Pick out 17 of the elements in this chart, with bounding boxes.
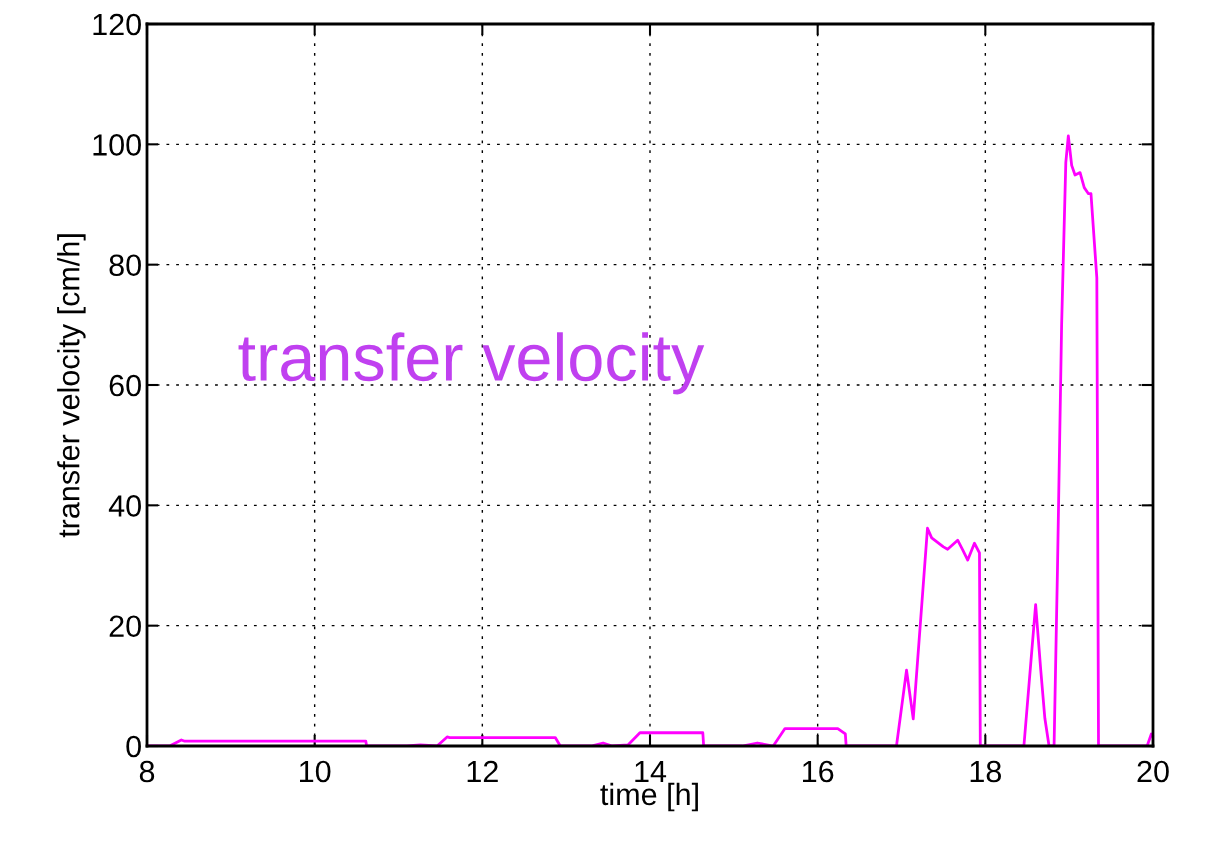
y-tick-label: 60 [109, 374, 141, 397]
x-tick-label: 8 [139, 760, 155, 783]
y-tick-label: 120 [93, 13, 141, 36]
x-tick-label: 10 [300, 760, 331, 783]
x-tick-label: 18 [970, 760, 1001, 783]
x-axis-title: time [h] [600, 782, 698, 812]
annotation: transfer velocity [238, 332, 705, 395]
x-tick-label: 12 [467, 760, 498, 783]
y-tick-label: 80 [109, 254, 141, 277]
y-tick-label: 100 [93, 134, 141, 156]
x-tick-label: 20 [1137, 760, 1169, 783]
y-tick-label: 20 [109, 615, 141, 638]
x-tick-label: 14 [635, 761, 667, 783]
y-tick-label: 0 [126, 735, 141, 758]
y-axis-title: transfer velocity [cm/h] [57, 234, 86, 538]
y-tick-label: 40 [108, 495, 141, 517]
x-tick-label: 16 [803, 760, 834, 783]
